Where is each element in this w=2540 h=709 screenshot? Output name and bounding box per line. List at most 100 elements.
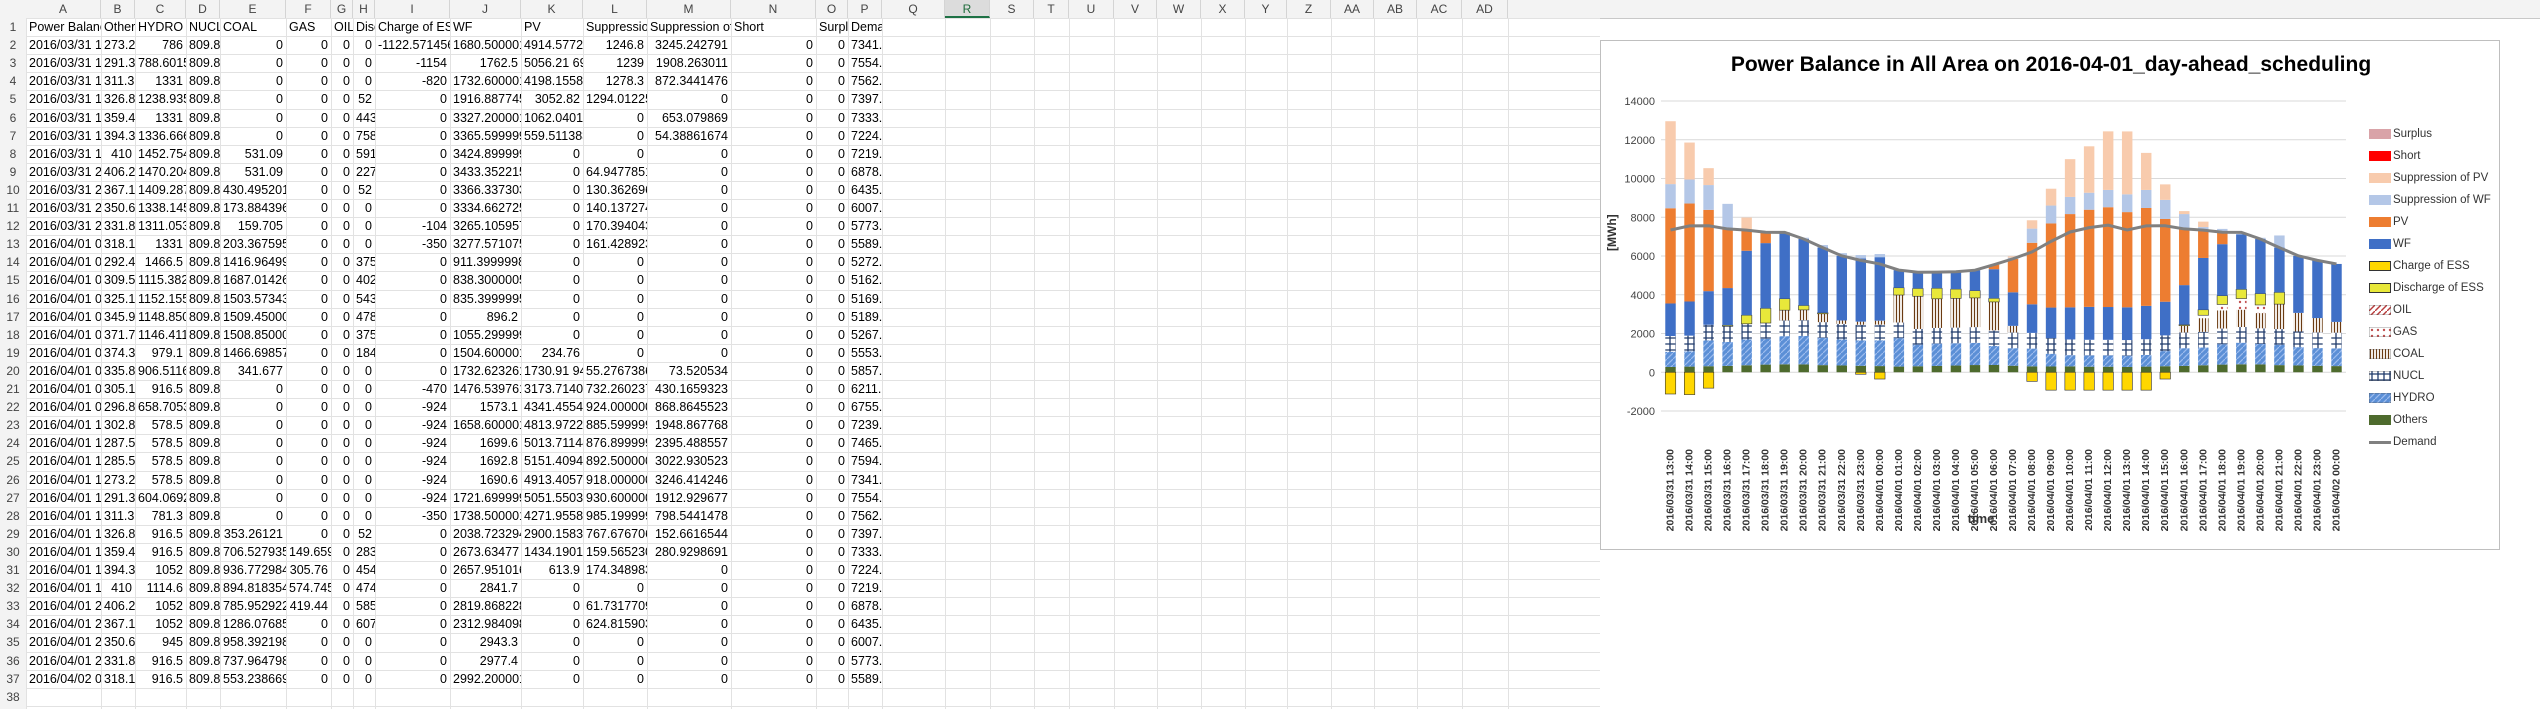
data-cell[interactable]: 0 <box>573 219 580 234</box>
data-cell[interactable]: 0 <box>321 490 328 505</box>
data-cell[interactable]: 624.8159037 <box>586 617 647 632</box>
data-cell[interactable]: 0 <box>838 146 845 161</box>
column-header-ab[interactable]: AB <box>1374 0 1417 18</box>
data-cell[interactable]: 0 <box>343 74 350 89</box>
data-cell[interactable]: 1692.8 <box>479 454 518 469</box>
data-cell[interactable]: 402.8285391 <box>356 273 375 288</box>
data-cell[interactable]: 0 <box>343 382 350 396</box>
data-cell[interactable]: 809.835 <box>189 526 220 541</box>
data-cell[interactable]: 0 <box>838 635 845 650</box>
data-cell[interactable]: 2016/04/01 19:00 <box>29 581 101 596</box>
data-cell[interactable]: 604.069224 <box>138 490 186 505</box>
data-cell[interactable]: 0 <box>573 164 580 179</box>
data-cell[interactable]: -470 <box>421 382 447 396</box>
data-cell[interactable]: 1338.145076 <box>138 201 186 215</box>
data-cell[interactable]: 0 <box>440 182 447 197</box>
data-cell[interactable]: 1908.263011 <box>655 56 728 71</box>
data-cell[interactable]: 578.5 <box>151 418 183 433</box>
data-cell[interactable]: 1476.539761 <box>453 382 521 396</box>
data-cell[interactable]: 2943.3 <box>479 635 518 650</box>
data-cell[interactable]: 1239 <box>616 56 644 71</box>
row-header-31[interactable]: 31 <box>6 563 20 577</box>
data-cell[interactable]: 2016/03/31 20:00 <box>29 164 101 179</box>
data-cell[interactable]: 0 <box>721 273 728 288</box>
data-cell[interactable]: 0 <box>573 201 580 215</box>
data-cell[interactable]: 0 <box>637 146 644 161</box>
data-cell[interactable]: 1738.500001 <box>453 508 521 523</box>
data-cell[interactable]: 809.835 <box>189 128 220 143</box>
data-cell[interactable]: 916.5 <box>151 653 183 668</box>
data-cell[interactable]: 0 <box>806 146 813 161</box>
data-cell[interactable]: 894.8183548 <box>223 581 286 596</box>
data-cell[interactable]: 1466.5 <box>144 255 183 270</box>
data-cell[interactable]: 1730.91 9466 <box>524 363 583 378</box>
data-cell[interactable]: 5162.85987 <box>851 273 882 288</box>
data-cell[interactable]: 2016/04/01 00:00 <box>29 237 101 252</box>
data-cell[interactable]: 7341.540754 <box>851 472 882 487</box>
data-cell[interactable]: 916.5 <box>151 544 183 559</box>
data-cell[interactable]: 2016/04/01 14:00 <box>29 490 101 505</box>
data-cell[interactable]: 0 <box>806 400 813 415</box>
data-cell[interactable]: 2312.984098 <box>453 617 521 632</box>
data-cell[interactable]: 838.3000005 <box>453 273 521 288</box>
row-header-9[interactable]: 9 <box>9 164 17 179</box>
data-cell[interactable]: 0 <box>806 363 813 378</box>
data-cell[interactable]: 0 <box>637 309 644 324</box>
data-cell[interactable]: 331.8 <box>104 219 135 234</box>
header-cell[interactable]: Suppression of WF <box>586 20 647 34</box>
data-cell[interactable]: 0 <box>365 653 372 668</box>
data-cell[interactable]: 0 <box>440 146 447 161</box>
row-header-37[interactable]: 37 <box>6 671 20 686</box>
data-cell[interactable]: 0 <box>838 599 845 614</box>
data-cell[interactable]: 359.4 <box>104 544 135 559</box>
data-cell[interactable]: -924 <box>421 472 447 487</box>
data-cell[interactable]: 0 <box>838 56 845 71</box>
data-cell[interactable]: 0 <box>806 544 813 559</box>
data-cell[interactable]: 0 <box>440 526 447 541</box>
data-cell[interactable]: 0 <box>440 309 447 324</box>
data-cell[interactable]: 311.3 <box>104 508 135 523</box>
data-cell[interactable]: 0 <box>721 309 728 324</box>
data-cell[interactable]: 2977.4 <box>479 653 518 668</box>
data-cell[interactable]: 0 <box>573 635 580 650</box>
data-cell[interactable]: 305.76 <box>289 563 328 577</box>
data-cell[interactable]: 7219.699155 <box>851 146 882 161</box>
column-header-z[interactable]: Z <box>1287 0 1331 18</box>
data-cell[interactable]: 0 <box>637 327 644 342</box>
data-cell[interactable]: 0 <box>365 201 372 215</box>
data-cell[interactable]: 0 <box>343 617 350 632</box>
row-header-12[interactable]: 12 <box>6 219 20 234</box>
data-cell[interactable]: 1687.014267 <box>223 273 286 288</box>
data-cell[interactable]: 979.1 <box>151 345 183 360</box>
data-cell[interactable]: 809.835 <box>189 382 220 396</box>
header-cell[interactable]: NUCL <box>189 20 220 34</box>
data-cell[interactable]: 292.4 <box>104 255 135 270</box>
data-cell[interactable]: 6878.29615 <box>851 164 882 179</box>
data-cell[interactable]: 0 <box>806 219 813 234</box>
data-cell[interactable]: 0 <box>343 164 350 179</box>
data-cell[interactable]: 7224.519001 <box>851 128 882 143</box>
data-cell[interactable]: 543.8842052 <box>356 291 375 306</box>
data-cell[interactable]: 1311.053841 <box>138 219 186 234</box>
data-cell[interactable]: 0 <box>721 164 728 179</box>
data-cell[interactable]: 1238.935105 <box>138 92 186 107</box>
data-cell[interactable]: 1732.600001 <box>453 74 521 89</box>
data-cell[interactable]: 0 <box>321 436 328 451</box>
column-header-l[interactable]: L <box>583 0 647 18</box>
data-cell[interactable]: 0 <box>365 400 372 415</box>
data-cell[interactable]: 0 <box>806 56 813 71</box>
data-cell[interactable]: 737.9647982 <box>223 653 286 668</box>
data-cell[interactable]: 0 <box>806 38 813 53</box>
data-cell[interactable]: 2038.723294 <box>453 526 521 541</box>
data-cell[interactable]: 0 <box>838 617 845 632</box>
header-cell[interactable]: Surplus <box>819 20 848 34</box>
data-cell[interactable]: 6435.055156 <box>851 182 882 197</box>
data-cell[interactable]: 786 <box>162 38 183 53</box>
data-cell[interactable]: 809.835 <box>189 418 220 433</box>
data-cell[interactable]: 0 <box>573 146 580 161</box>
data-cell[interactable]: 809.835 <box>189 508 220 523</box>
data-cell[interactable]: 2016/03/31 22:00 <box>29 201 101 215</box>
data-cell[interactable]: 0 <box>343 490 350 505</box>
data-cell[interactable]: 809.835 <box>189 201 220 215</box>
data-cell[interactable]: 341.677 <box>237 363 283 378</box>
